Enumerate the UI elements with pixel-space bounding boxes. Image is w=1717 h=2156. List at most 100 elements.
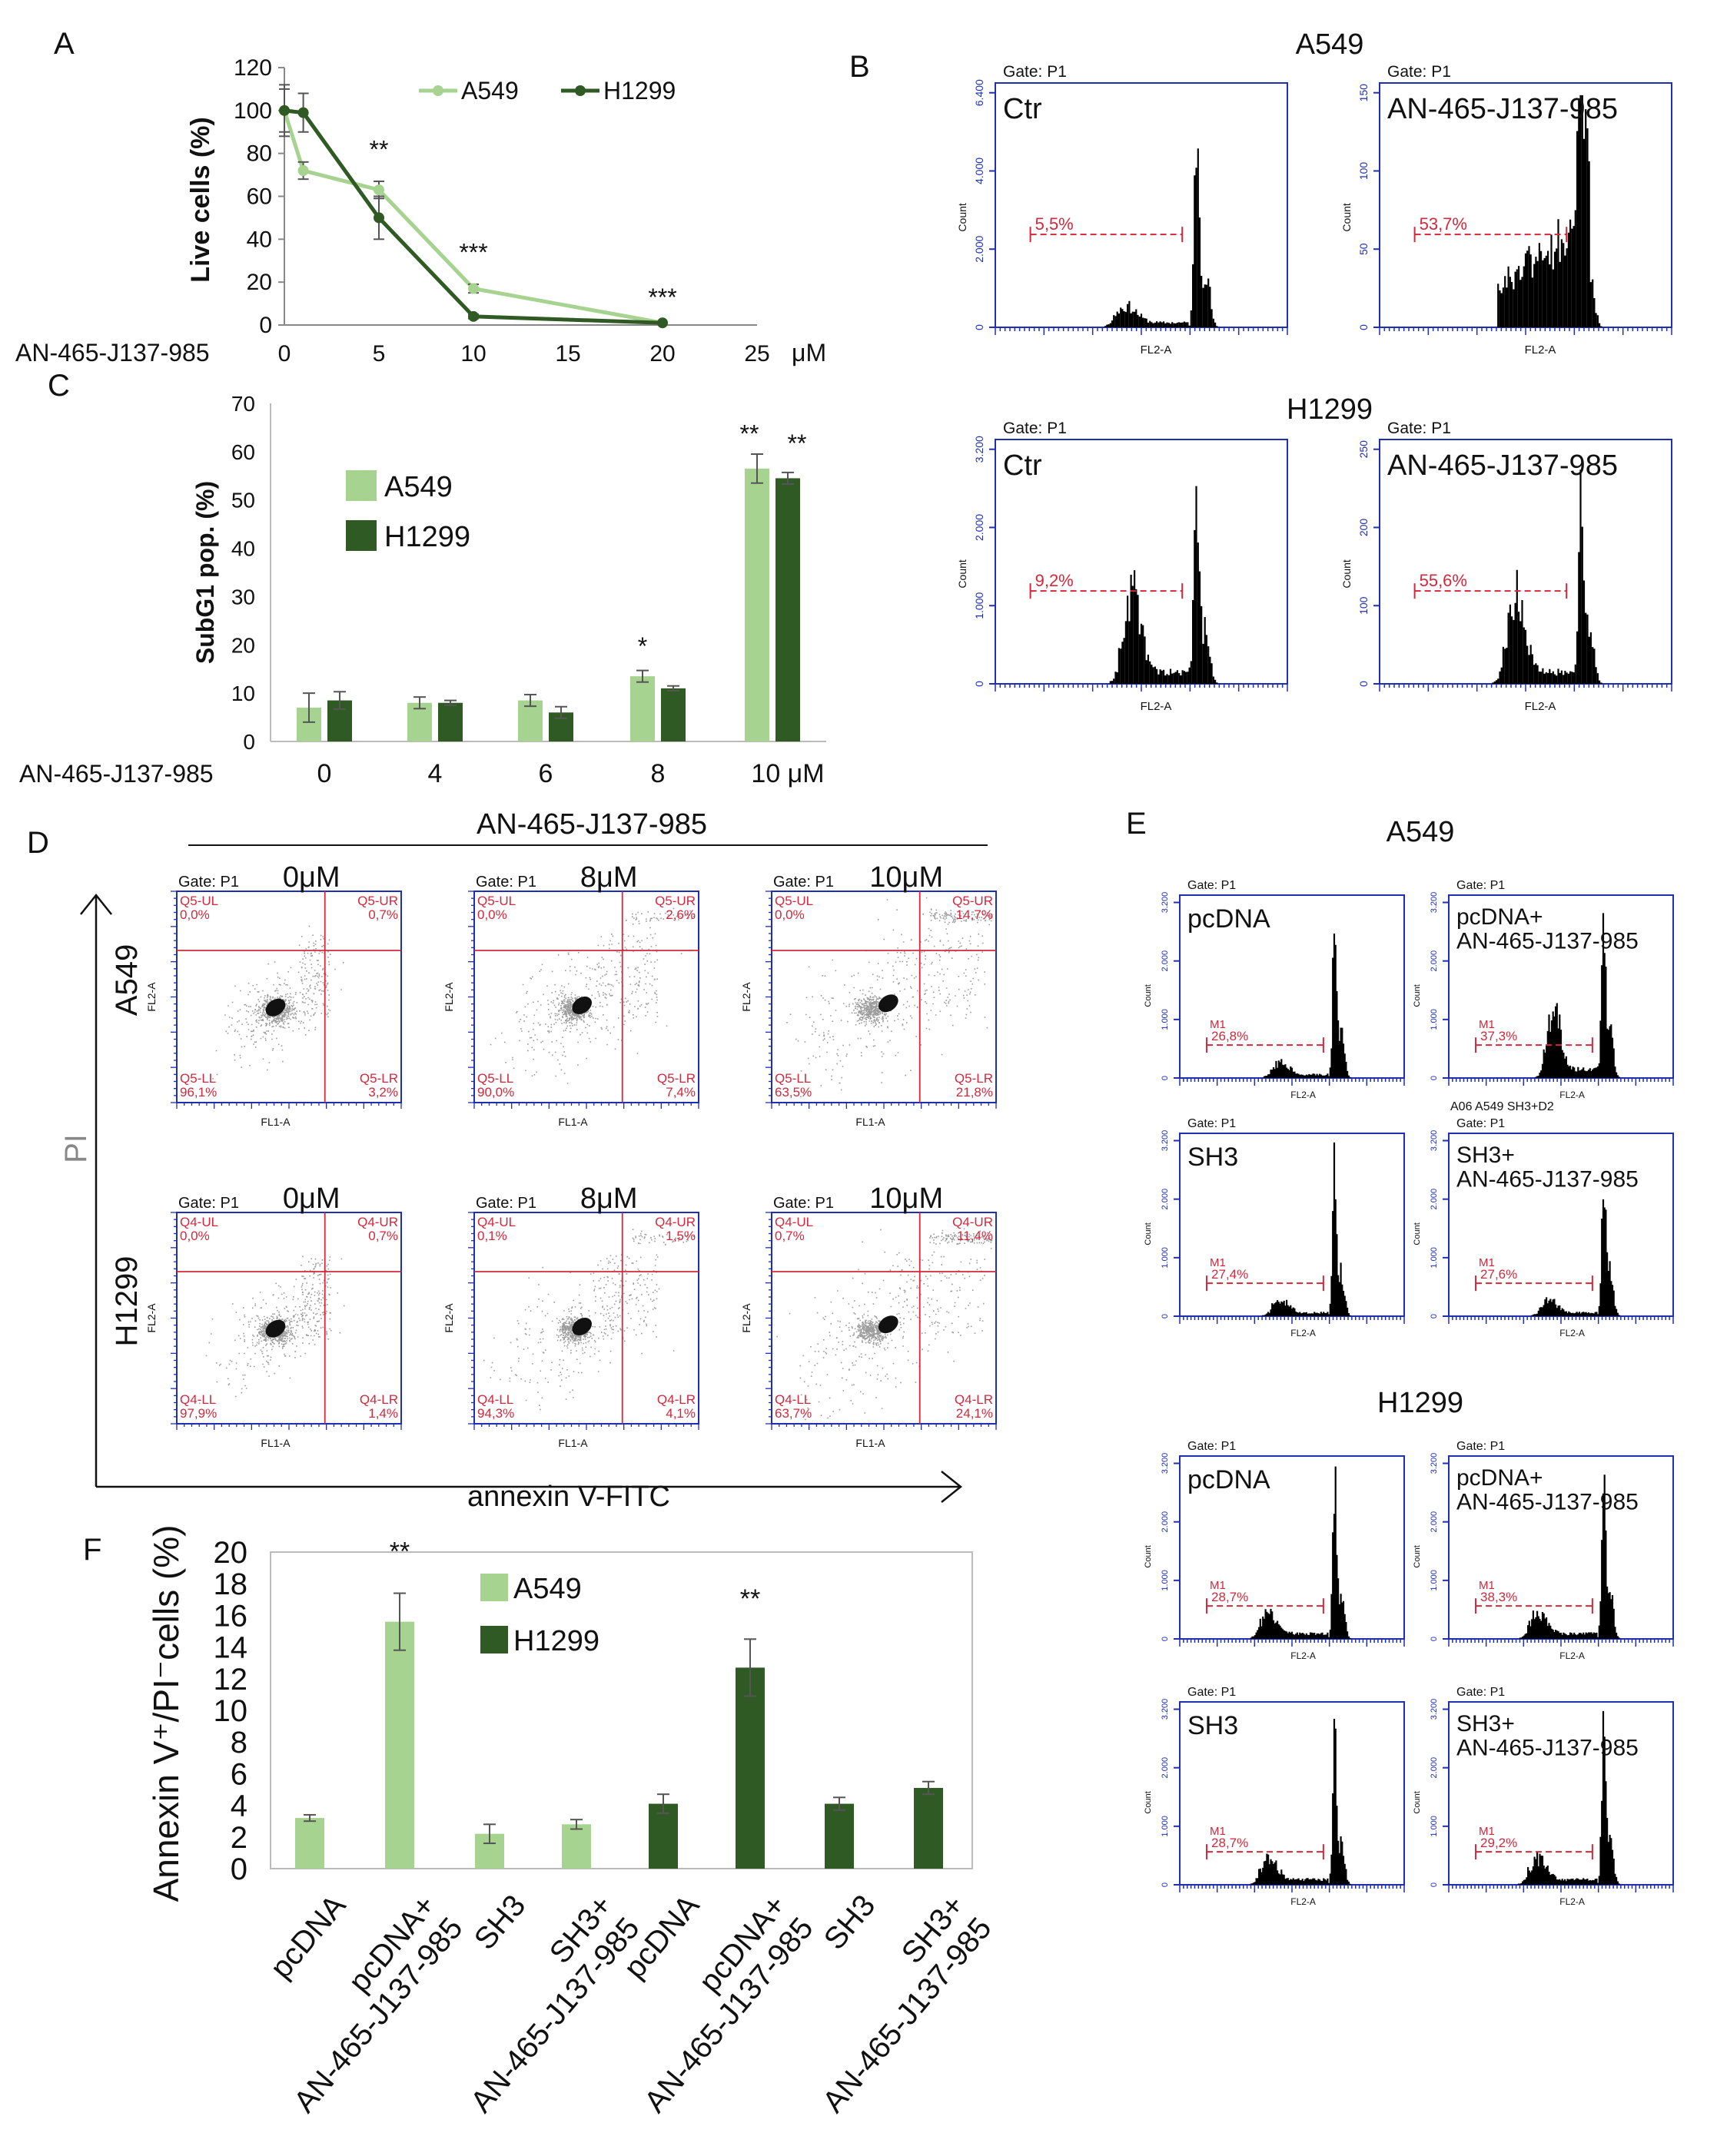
quadrant-name: Q5-UR — [655, 894, 696, 908]
panel-letter-D: D — [27, 826, 49, 860]
y-tick-label: 1.000 — [973, 592, 985, 619]
y-tick-label: 0 — [243, 730, 255, 754]
bar-H1299 — [775, 478, 800, 741]
y-tick-label: 1.000 — [1430, 1009, 1439, 1030]
bar-H1299 — [914, 1787, 943, 1869]
quadrant-name: Q5-LL — [180, 1071, 216, 1086]
x-tick-line: SH3 — [468, 1889, 533, 1956]
bar-A549 — [385, 1621, 414, 1869]
histogram-trace — [1519, 1474, 1620, 1639]
gate-name: M1 — [1479, 1256, 1495, 1269]
y-tick-label: 3.200 — [1430, 892, 1439, 914]
x-axis-title: FL2-A — [1525, 343, 1556, 357]
histogram-label: AN-465-J137-985 — [1456, 1736, 1639, 1761]
y-tick-label: 1.000 — [1430, 1570, 1439, 1591]
quadrant-percentage: 63,5% — [775, 1085, 812, 1100]
data-point-A549 — [468, 283, 479, 294]
annexin-axis-arrow — [96, 1471, 963, 1503]
dose-label: 10μM — [869, 1182, 943, 1215]
dense-cluster — [878, 1315, 898, 1334]
quadrant-name: Q4-LL — [477, 1392, 513, 1407]
gate-label: Gate: P1 — [1187, 1440, 1236, 1453]
quadrant-percentage: 97,9% — [180, 1406, 217, 1421]
y-tick-label: 60 — [231, 440, 255, 464]
quadrant-percentage: 90,0% — [477, 1085, 514, 1100]
x-axis-title: FL2-A — [1559, 1090, 1585, 1100]
quadrant-percentage: 0,7% — [775, 1229, 805, 1243]
histogram-trace — [1517, 1710, 1620, 1885]
y-tick-label: 250 — [1357, 440, 1370, 459]
y-tick-label: 0 — [1161, 1882, 1170, 1887]
x-tick-label: SH3+AN-465-J137-985 — [437, 1889, 646, 2119]
gate-label: Gate: P1 — [178, 874, 239, 891]
significance-mark: ** — [370, 135, 389, 163]
y-tick-label: 2.000 — [973, 514, 985, 541]
x-axis-title: FL2-A — [1559, 1896, 1585, 1907]
y-axis-title: SubG1 pop. (%) — [191, 481, 219, 664]
y-axis-title: PI — [59, 1134, 93, 1163]
dose-label: 8μM — [580, 861, 638, 894]
y-axis-title: FL2-A — [145, 982, 158, 1012]
significance-mark: *** — [648, 284, 676, 311]
legend-label: A549 — [384, 471, 453, 503]
y-axis-title: Count — [1144, 984, 1153, 1007]
gate-percentage: 5,5% — [1035, 214, 1074, 234]
y-axis-title: Count — [1413, 984, 1422, 1007]
panel-e: A549 Gate: P1 0 1.000 2.000 3.200 Count FL2-A M1… — [1144, 816, 1674, 1907]
quadrant-name: Q5-LL — [477, 1071, 513, 1086]
x-axis-title: AN-465-J137-985 — [15, 339, 210, 367]
x-tick-label: pcDNA — [264, 1889, 352, 1985]
histogram-label: AN-465-J137-985 — [1456, 1490, 1639, 1515]
data-point-H1299 — [297, 107, 309, 118]
y-tick-label: 3.200 — [1161, 892, 1170, 914]
legend-label: H1299 — [603, 77, 676, 104]
dense-cluster — [572, 1318, 592, 1335]
quadrant-name: Q5-UL — [775, 894, 813, 908]
data-point-H1299 — [657, 317, 668, 329]
pi-axis-arrow — [80, 893, 112, 1487]
quadrant-percentage: 14,7% — [956, 907, 993, 922]
plot-frame — [270, 1551, 973, 1869]
y-tick-label: 3.200 — [1161, 1453, 1170, 1474]
bar-A549 — [630, 676, 655, 741]
x-tick-label: 10 μM — [751, 759, 824, 788]
y-tick-label: 2.000 — [1161, 1757, 1170, 1779]
gate-label: Gate: P1 — [1456, 1686, 1505, 1699]
gate-label: Gate: P1 — [1003, 420, 1067, 437]
x-tick-label: 4 — [428, 759, 443, 788]
treatment-title: AN-465-J137-985 — [477, 808, 707, 841]
histogram-trace — [1250, 1466, 1351, 1639]
histogram-label: SH3 — [1187, 1143, 1238, 1172]
y-tick-label: 16 — [214, 1599, 248, 1633]
dose-label: 8μM — [580, 1182, 638, 1215]
quadrant-name: Q4-UR — [357, 1215, 398, 1229]
x-axis-title: FL2-A — [1290, 1896, 1316, 1907]
y-tick-label: 100 — [234, 98, 272, 124]
y-axis-title: Count — [956, 203, 968, 231]
x-axis-title: FL2-A — [1559, 1650, 1585, 1661]
gate-name: M1 — [1210, 1825, 1226, 1838]
panel-letter-C: C — [48, 369, 70, 403]
histogram-trace — [1262, 1142, 1351, 1316]
cell-line-title: H1299 — [1287, 393, 1373, 426]
histogram-label: pcDNA+ — [1456, 1465, 1543, 1491]
y-tick-label: 2.000 — [1161, 950, 1170, 972]
gate-name: M1 — [1479, 1579, 1495, 1592]
quadrant-percentage: 0,0% — [775, 907, 805, 922]
y-tick-label: 0 — [1161, 1314, 1170, 1318]
y-tick-label: 20 — [214, 1536, 248, 1570]
quadrant-percentage: 94,3% — [477, 1406, 514, 1421]
x-axis-title: FL1-A — [261, 1437, 291, 1449]
y-axis-title: FL2-A — [145, 1303, 158, 1333]
panel-b: A549 H1299 Gate: P1 0 2.000 4.000 6.400 Count FL… — [956, 28, 1672, 713]
dense-cluster — [572, 997, 592, 1014]
x-tick-label: 15 — [555, 341, 580, 367]
y-axis-title: Count — [1144, 1791, 1153, 1813]
y-tick-label: 200 — [1357, 519, 1370, 537]
x-tick-label: 0 — [317, 759, 332, 788]
y-tick-label: 0 — [1357, 681, 1370, 687]
significance-mark: ** — [788, 430, 807, 457]
y-tick-label: 2.000 — [1161, 1189, 1170, 1210]
significance-mark: *** — [459, 238, 487, 266]
